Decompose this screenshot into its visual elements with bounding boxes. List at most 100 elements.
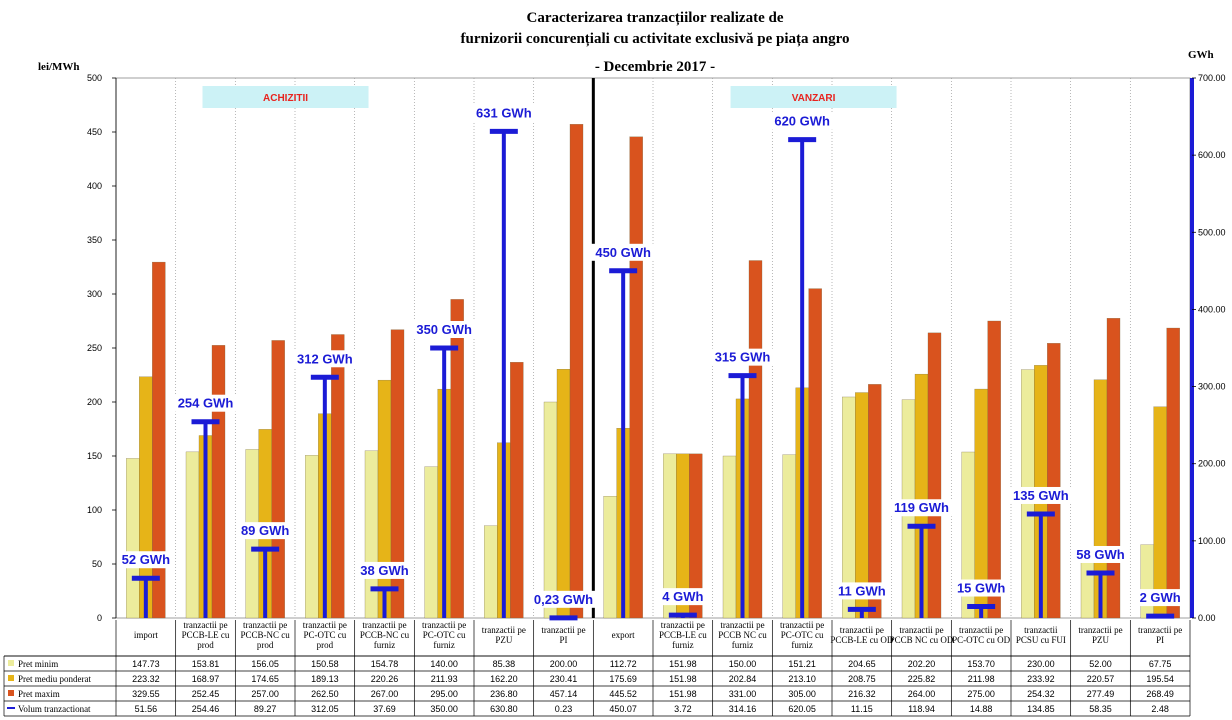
section-label-achizitii: ACHIZITII bbox=[263, 93, 308, 104]
category-label: tranzactii pe PC-OTC cu furniz bbox=[422, 620, 466, 650]
bar-pret-maxim bbox=[152, 261, 166, 619]
y-left-tick-label: 100 bbox=[87, 505, 102, 515]
volume-label-bg bbox=[710, 348, 775, 366]
y-right-tick-label: 400.00 bbox=[1198, 304, 1226, 314]
y-right-tick-label: 300.00 bbox=[1198, 382, 1226, 392]
table-cell: 225.82 bbox=[908, 674, 936, 684]
table-cell: 156.05 bbox=[251, 659, 279, 669]
table-cell: 267.00 bbox=[371, 689, 399, 699]
y-left-tick-label: 0 bbox=[97, 613, 102, 623]
volume-label: 312 GWh bbox=[297, 351, 353, 366]
table-cell: 52.00 bbox=[1089, 659, 1112, 669]
table-cell: 216.32 bbox=[848, 689, 876, 699]
table-cell: 150.58 bbox=[311, 659, 339, 669]
table-cell: 112.72 bbox=[610, 659, 637, 669]
category-label: tranzactii pe PCCB NC cu OD bbox=[890, 625, 954, 645]
table-cell: 118.94 bbox=[908, 704, 935, 714]
bar-pret-maxim bbox=[808, 288, 822, 619]
bar-pret-maxim bbox=[629, 136, 643, 619]
volume-label: 315 GWh bbox=[715, 350, 771, 365]
y-right-tick-label: 200.00 bbox=[1198, 459, 1226, 469]
table-cell: 174.65 bbox=[251, 674, 279, 684]
bar-pret-maxim bbox=[450, 299, 464, 619]
chart-title-line2: furnizorii concurențiali cu activitate e… bbox=[461, 31, 850, 47]
table-cell: 230.41 bbox=[550, 674, 578, 684]
volume-label-bg bbox=[472, 104, 536, 122]
table-cell: 275.00 bbox=[967, 689, 995, 699]
bar-pret-minim bbox=[185, 451, 200, 619]
bar-pret-mediu-ponderat bbox=[1153, 406, 1167, 619]
table-cell: 89.27 bbox=[254, 704, 277, 714]
legend-label: Volum tranzactionat bbox=[18, 704, 91, 714]
table-cell: 140.00 bbox=[430, 659, 458, 669]
table-cell: 630.80 bbox=[490, 704, 518, 714]
category-label: tranzactii pe PCCB-NC cu prod bbox=[241, 620, 291, 650]
table-cell: 195.54 bbox=[1146, 674, 1174, 684]
legend-swatch bbox=[8, 660, 14, 666]
table-cell: 220.57 bbox=[1087, 674, 1115, 684]
table-cell: 147.73 bbox=[132, 659, 160, 669]
bar-pret-maxim bbox=[1047, 343, 1061, 619]
category-label: export bbox=[612, 630, 635, 640]
table-cell: 189.13 bbox=[311, 674, 339, 684]
bar-pret-minim bbox=[364, 450, 379, 619]
volume-label: 15 GWh bbox=[957, 581, 1005, 596]
y-right-tick-label: 100.00 bbox=[1198, 536, 1226, 546]
bar-pret-maxim bbox=[331, 334, 345, 619]
table-cell: 200.00 bbox=[550, 659, 578, 669]
volume-label: 135 GWh bbox=[1013, 488, 1069, 503]
category-label: tranzactii pe PCCB-NC cu furniz bbox=[360, 620, 410, 650]
volume-label-bg bbox=[770, 112, 834, 130]
bar-pret-maxim bbox=[569, 124, 584, 619]
table-cell: 208.75 bbox=[848, 674, 876, 684]
table-cell: 151.98 bbox=[669, 659, 697, 669]
volume-label: 58 GWh bbox=[1076, 547, 1124, 562]
y-right-tick-label: 0.00 bbox=[1198, 613, 1216, 623]
table-cell: 236.80 bbox=[490, 689, 518, 699]
volume-label: 450 GWh bbox=[595, 245, 651, 260]
category-label: tranzactii pe PC-OTC cu prod bbox=[303, 620, 347, 650]
y-right-tick-label: 500.00 bbox=[1198, 227, 1226, 237]
bar-pret-maxim bbox=[748, 260, 763, 619]
category-label: tranzactii pe PZU bbox=[482, 625, 526, 645]
table-cell: 230.00 bbox=[1027, 659, 1055, 669]
table-cell: 268.49 bbox=[1146, 689, 1174, 699]
table-cell: 175.69 bbox=[609, 674, 637, 684]
bar-pret-minim bbox=[424, 466, 438, 619]
bar-pret-minim bbox=[782, 454, 796, 619]
table-cell: 151.21 bbox=[788, 659, 816, 669]
table-cell: 445.52 bbox=[609, 689, 637, 699]
bar-pret-mediu-ponderat bbox=[377, 379, 392, 619]
bar-pret-minim bbox=[126, 458, 140, 619]
table-cell: 350.00 bbox=[430, 704, 458, 714]
table-cell: 154.78 bbox=[371, 659, 399, 669]
y-left-tick-label: 350 bbox=[87, 235, 102, 245]
volume-label-bg bbox=[1009, 486, 1073, 504]
category-label: tranzactii pe PCCB-LE cu OD bbox=[830, 625, 894, 645]
chart-subtitle: - Decembrie 2017 - bbox=[595, 59, 715, 75]
bar-pret-maxim bbox=[868, 384, 882, 619]
table-cell: 2.48 bbox=[1151, 704, 1169, 714]
y-left-tick-label: 150 bbox=[87, 451, 102, 461]
bar-pret-maxim bbox=[1106, 318, 1121, 619]
category-label: tranzactii PCSU cu FUI bbox=[1016, 625, 1066, 645]
volume-label-bg bbox=[412, 321, 476, 338]
table-cell: 254.46 bbox=[192, 704, 220, 714]
category-label: tranzactii pe PI bbox=[1138, 625, 1182, 645]
category-label: tranzactii pe PI bbox=[541, 625, 585, 645]
table-cell: 331.00 bbox=[729, 689, 757, 699]
bar-pret-minim bbox=[543, 401, 558, 619]
volume-label: 254 GWh bbox=[178, 396, 234, 411]
table-cell: 51.56 bbox=[135, 704, 158, 714]
bar-pret-maxim bbox=[1166, 327, 1180, 619]
table-cell: 134.85 bbox=[1027, 704, 1055, 714]
table-cell: 168.97 bbox=[192, 674, 220, 684]
bar-pret-minim bbox=[484, 525, 498, 619]
y-axis-left-label: lei/MWh bbox=[38, 61, 80, 73]
volume-label-bg bbox=[834, 582, 890, 600]
table-cell: 3.72 bbox=[674, 704, 692, 714]
volume-label-bg bbox=[1072, 545, 1129, 563]
volume-label-bg bbox=[1136, 589, 1184, 607]
volume-label: 52 GWh bbox=[122, 552, 170, 567]
table-cell: 202.84 bbox=[729, 674, 757, 684]
